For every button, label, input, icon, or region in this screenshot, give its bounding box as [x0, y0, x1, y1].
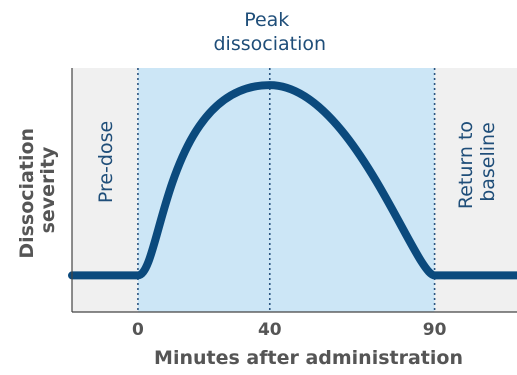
severity-curve: [68, 81, 517, 280]
x-tick-label: 40: [258, 320, 282, 340]
pre-dose-band: [72, 68, 138, 312]
x-tick-label: 0: [132, 320, 144, 340]
peak-dissociation-title: Peak dissociation: [214, 9, 327, 55]
peak-band: [137, 68, 435, 312]
x-tick-label: 90: [423, 320, 447, 340]
x-axis-label: Minutes after administration: [154, 347, 463, 369]
return-band: [434, 68, 517, 312]
phase-label-return-to-baseline: Return to baseline: [455, 115, 499, 209]
phase-label-pre-dose: Pre-dose: [95, 121, 117, 203]
y-axis-label: Dissociation severity: [16, 121, 59, 258]
